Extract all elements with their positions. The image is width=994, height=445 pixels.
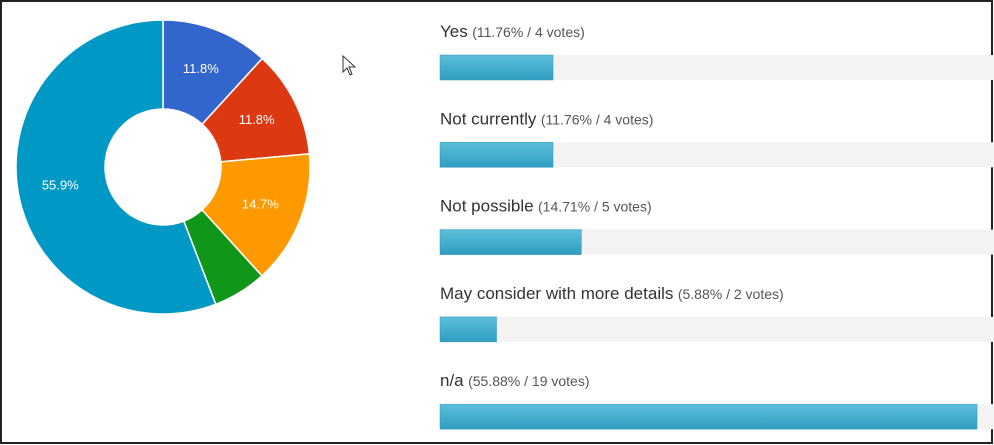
option-label: May consider with more details (5.88% / … <box>440 284 784 303</box>
option-name: Yes <box>440 22 468 41</box>
cursor <box>342 54 357 76</box>
pie-slice <box>15 19 217 315</box>
option-detail: (55.88% / 19 votes) <box>468 373 589 389</box>
option-name: May consider with more details <box>440 284 673 303</box>
option-label: Not possible (14.71% / 5 votes) <box>440 197 652 216</box>
bar <box>439 142 554 168</box>
option-detail: (11.76% / 4 votes) <box>472 24 585 40</box>
option-name: n/a <box>440 372 464 391</box>
option-label: Yes (11.76% / 4 votes) <box>440 22 585 41</box>
bar <box>439 316 497 343</box>
option-detail: (5.88% / 2 votes) <box>678 286 784 302</box>
bar <box>439 403 978 430</box>
option-detail: (11.76% / 4 votes) <box>541 111 654 127</box>
option-label: Not currently (11.76% / 4 votes) <box>440 110 653 129</box>
option-name: Not currently <box>440 110 537 129</box>
slice-label: 55.9% <box>42 178 79 193</box>
slice-label: 11.8% <box>239 112 275 127</box>
bar-track <box>440 316 994 342</box>
option-label: n/a (55.88% / 19 votes) <box>440 372 590 391</box>
pie-slice <box>200 153 311 277</box>
bar <box>439 54 554 81</box>
slice-label: 14.7% <box>242 196 279 211</box>
option-detail: (14.71% / 5 votes) <box>538 198 652 214</box>
option-name: Not possible <box>440 197 534 216</box>
bar <box>439 229 582 255</box>
slice-label: 11.8% <box>183 61 219 76</box>
